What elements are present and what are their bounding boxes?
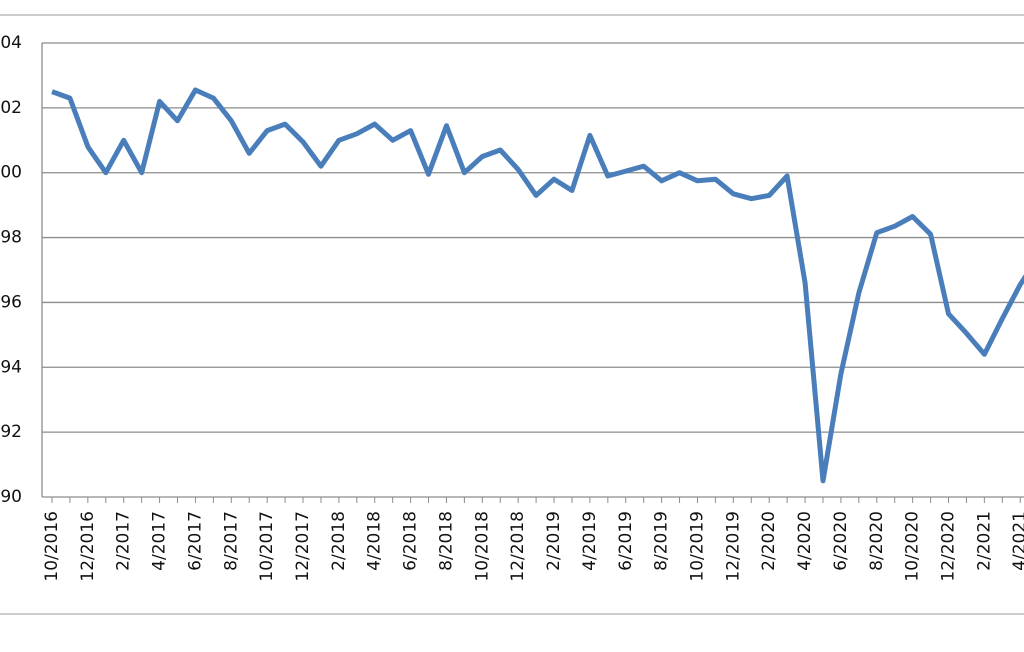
y-tick-label: 96 xyxy=(0,292,22,312)
x-tick-label: 10/2016 xyxy=(42,511,62,582)
y-tick-label: 92 xyxy=(0,422,22,442)
x-tick-label: 12/2018 xyxy=(508,511,528,582)
x-tick-label: 12/2016 xyxy=(78,511,98,582)
x-tick-label: 8/2018 xyxy=(436,511,456,571)
x-tick-label: 2/2019 xyxy=(544,511,564,571)
x-tick-label: 8/2020 xyxy=(867,511,887,571)
x-tick-label: 12/2019 xyxy=(723,511,743,582)
y-tick-label: 102 xyxy=(0,98,22,118)
x-tick-label: 2/2017 xyxy=(114,511,134,571)
x-tick-label: 12/2017 xyxy=(293,511,313,582)
x-tick-label: 6/2018 xyxy=(401,511,421,571)
x-tick-label: 10/2017 xyxy=(257,511,277,582)
y-tick-label: 104 xyxy=(0,33,22,53)
x-tick-label: 4/2019 xyxy=(580,511,600,571)
data-line xyxy=(51,87,1024,484)
x-tick-label: 6/2019 xyxy=(616,511,636,571)
x-tick-label: 10/2018 xyxy=(472,511,492,582)
x-tick-label: 6/2017 xyxy=(185,511,205,571)
y-tick-label: 100 xyxy=(0,163,22,183)
x-tick-label: 2/2020 xyxy=(759,511,779,571)
x-tick-label: 6/2020 xyxy=(831,511,851,571)
x-tick-label: 8/2017 xyxy=(221,511,241,571)
x-tick-label: 10/2019 xyxy=(687,511,707,582)
x-tick-label: 2/2018 xyxy=(329,511,349,571)
y-tick-label: 98 xyxy=(0,228,22,248)
x-tick-label: 12/2020 xyxy=(939,511,959,582)
x-tick-label: 4/2021 xyxy=(1010,511,1024,571)
x-tick-label: 4/2020 xyxy=(795,511,815,571)
x-tick-label: 8/2019 xyxy=(652,511,672,571)
x-tick-label: 2/2021 xyxy=(974,511,994,571)
x-tick-label: 4/2018 xyxy=(365,511,385,571)
x-tick-label: 10/2020 xyxy=(903,511,923,582)
y-tick-label: 94 xyxy=(0,357,22,377)
x-tick-label: 4/2017 xyxy=(150,511,170,571)
y-tick-label: 90 xyxy=(0,487,22,507)
